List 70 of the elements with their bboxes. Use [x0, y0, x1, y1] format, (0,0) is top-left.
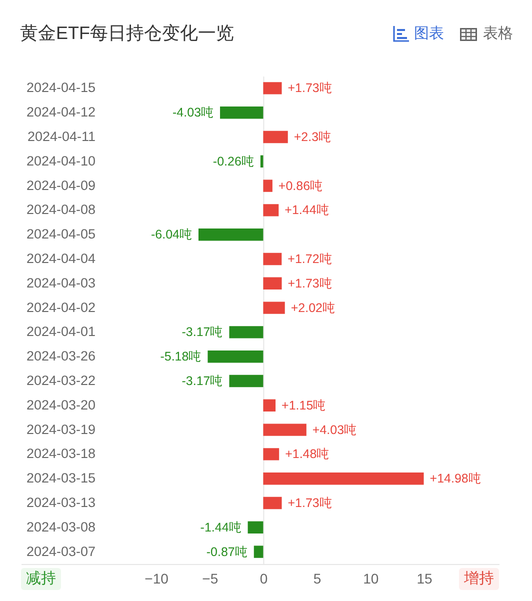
bar: [229, 326, 264, 338]
bar: [263, 82, 282, 94]
bar: [263, 130, 288, 144]
data-label: -0.26吨: [212, 154, 254, 168]
y-tick-label: 2024-04-05: [26, 226, 96, 242]
y-tick-label: 2024-04-15: [26, 80, 96, 96]
data-label: +1.44吨: [284, 203, 330, 218]
data-label: -1.44吨: [200, 520, 242, 534]
bar: [263, 252, 282, 266]
y-tick-label: 2024-04-01: [26, 324, 96, 340]
bar: [263, 496, 282, 510]
y-tick-label: 2024-03-18: [26, 446, 96, 462]
y-tick-label: 2024-04-03: [26, 275, 96, 290]
bar: [220, 106, 264, 119]
data-label: -6.04吨: [150, 228, 192, 242]
data-label: +2.02吨: [290, 300, 336, 315]
bar: [263, 302, 285, 314]
bar: [229, 374, 264, 388]
bar: [263, 399, 276, 412]
y-tick-label: 2024-04-10: [26, 153, 96, 168]
y-tick-label: 2024-04-04: [26, 251, 96, 266]
x-tick-label: 0: [260, 570, 268, 586]
data-label: +4.03吨: [312, 422, 358, 437]
bar: [263, 424, 306, 436]
y-tick-label: 2024-03-22: [26, 373, 96, 388]
y-tick-label: 2024-03-26: [26, 348, 96, 364]
text: 图表: [414, 24, 444, 43]
data-label: -3.17吨: [182, 325, 224, 340]
bar: [263, 448, 280, 460]
y-tick-label: 2024-03-08: [26, 519, 96, 534]
x-tick-label: −5: [202, 570, 218, 586]
bar: [263, 277, 282, 290]
y-tick-label: 2024-03-15: [26, 470, 96, 486]
data-label: -0.87吨: [206, 544, 248, 559]
chart-title: 黄金ETF每日持仓变化一览: [20, 22, 234, 45]
y-tick-label: 2024-03-07: [26, 544, 96, 559]
text: 表格: [483, 24, 513, 43]
y-tick-label: 2024-04-12: [26, 104, 96, 120]
data-label: +1.73吨: [288, 81, 332, 96]
data-label: -3.17吨: [182, 374, 224, 388]
data-label: +1.72吨: [288, 252, 332, 266]
bar: [263, 472, 424, 485]
y-tick-label: 2024-04-09: [26, 178, 96, 193]
data-label: +2.3吨: [294, 130, 332, 144]
x-tick-label: 10: [363, 570, 379, 586]
bar: [263, 204, 279, 216]
data-label: +14.98吨: [430, 472, 482, 486]
y-tick-label: 2024-03-19: [26, 422, 96, 437]
text: 增持: [459, 568, 499, 590]
bar: [263, 180, 272, 192]
y-tick-label: 2024-04-02: [26, 300, 96, 315]
text: 减持: [21, 568, 61, 590]
bar: [248, 521, 264, 534]
data-label: +1.73吨: [288, 276, 332, 290]
bar: [254, 546, 264, 558]
y-tick-label: 2024-03-20: [26, 397, 96, 412]
y-tick-label: 2024-03-13: [26, 495, 96, 510]
data-label: +1.15吨: [282, 398, 326, 412]
y-tick-label: 2024-04-08: [26, 202, 96, 218]
data-label: -5.18吨: [160, 350, 202, 364]
bar: [198, 228, 264, 241]
data-label: +0.86吨: [278, 178, 324, 193]
x-tick-label: −10: [144, 570, 169, 586]
x-tick-label: 5: [313, 570, 322, 586]
x-tick-label: 15: [416, 570, 432, 586]
data-label: +1.48吨: [285, 447, 330, 462]
data-label: -4.03吨: [172, 106, 214, 120]
data-label: +1.73吨: [288, 496, 332, 510]
bar: [208, 350, 264, 363]
y-tick-label: 2024-04-11: [27, 129, 96, 144]
